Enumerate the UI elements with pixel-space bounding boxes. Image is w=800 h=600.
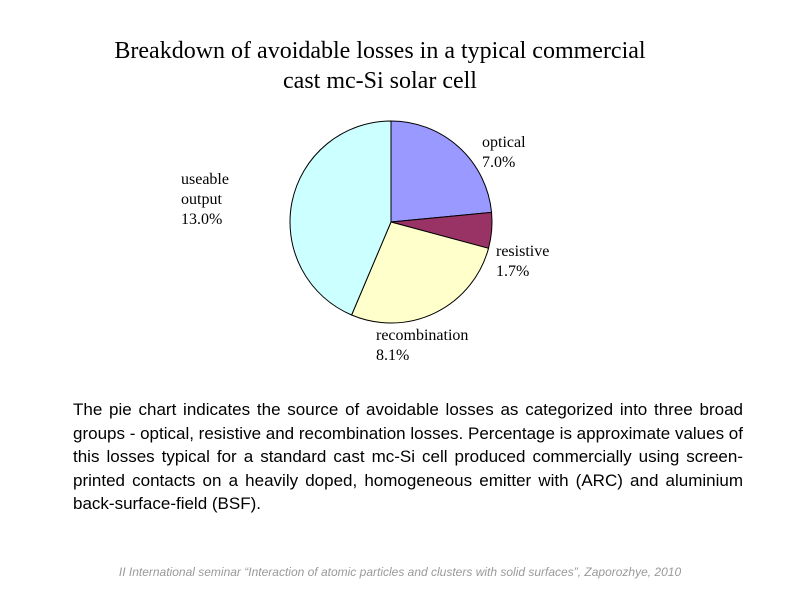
slice-label-useable-output: useable output 13.0% [181,171,229,228]
slice-name-label: useable [181,171,229,188]
pie-slice-useable-output [289,120,392,316]
seminar-footer: II International seminar “Interaction of… [118,565,682,579]
slice-value-label: 1.7% [496,263,529,280]
slice-value-label: 13.0% [181,211,222,228]
slice-label-recombination: recombination 8.1% [376,327,468,364]
chart-title: Breakdown of avoidable losses in a typic… [60,36,700,96]
slice-label-resistive: resistive 1.7% [496,243,549,280]
chart-title-line-2: cast mc-Si solar cell [283,68,477,94]
pie-slice-recombination [350,221,490,324]
slice-label-optical: optical 7.0% [482,134,526,171]
slice-name-label: output [181,191,222,208]
slice-name-label: recombination [376,327,468,344]
pie-slice-optical [390,120,493,223]
chart-title-line-1: Breakdown of avoidable losses in a typic… [114,38,646,64]
slice-value-label: 7.0% [482,154,515,171]
chart-description: The pie chart indicates the source of av… [73,400,743,513]
slice-name-label: optical [482,134,526,151]
slice-name-label: resistive [496,243,549,260]
slice-value-label: 8.1% [376,347,409,364]
